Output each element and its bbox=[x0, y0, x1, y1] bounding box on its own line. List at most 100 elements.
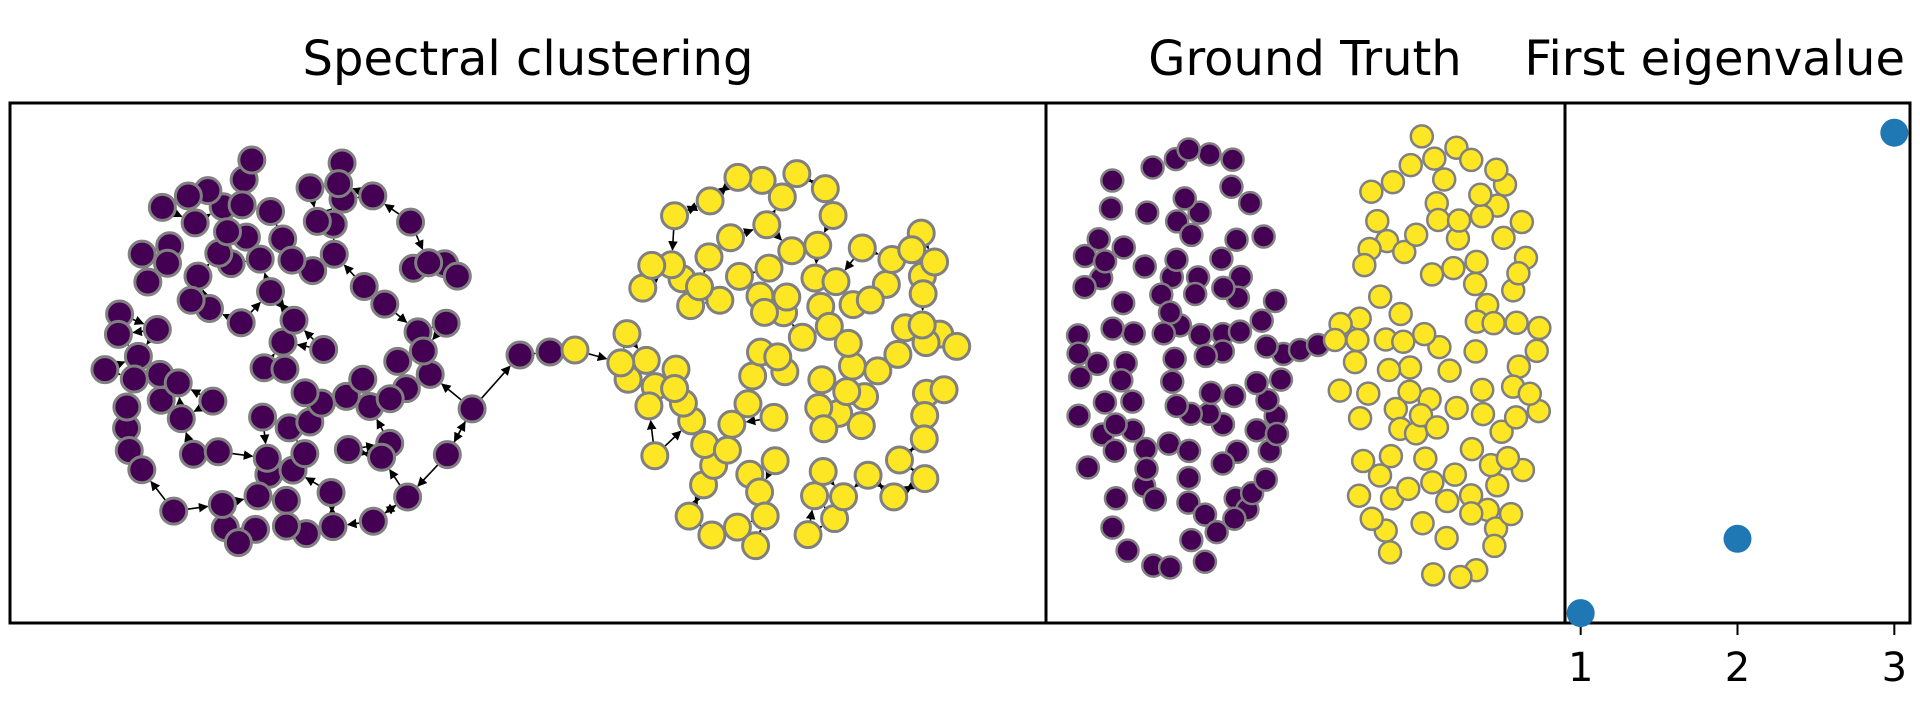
graph-node-cluster-1 bbox=[818, 200, 848, 230]
graph-node-cluster-1 bbox=[909, 424, 939, 454]
graph-node-cluster-0 bbox=[367, 442, 397, 472]
truth-node-cluster-0 bbox=[1156, 431, 1182, 456]
truth-node-cluster-1 bbox=[1359, 179, 1384, 205]
truth-node-cluster-0 bbox=[1092, 390, 1118, 415]
truth-node-cluster-0 bbox=[1253, 467, 1279, 492]
graph-node-cluster-0 bbox=[207, 489, 237, 519]
graph-node-cluster-0 bbox=[227, 190, 257, 220]
graph-edge bbox=[259, 429, 270, 445]
truth-node-cluster-0 bbox=[1075, 455, 1101, 480]
graph-node-cluster-0 bbox=[248, 402, 278, 432]
truth-node-cluster-1 bbox=[1464, 249, 1489, 275]
graph-node-cluster-1 bbox=[829, 482, 859, 512]
graph-edge bbox=[249, 301, 261, 314]
eigenvalue-point bbox=[1723, 524, 1752, 553]
truth-node-cluster-0 bbox=[1085, 351, 1110, 377]
truth-node-cluster-1 bbox=[1431, 167, 1457, 192]
graph-node-cluster-0 bbox=[90, 355, 120, 385]
graph-node-cluster-1 bbox=[910, 464, 940, 494]
graph-edge bbox=[646, 419, 657, 443]
graph-node-cluster-0 bbox=[309, 335, 339, 365]
graph-node-cluster-1 bbox=[884, 445, 914, 475]
graph-edge bbox=[742, 228, 754, 238]
truth-node-cluster-0 bbox=[1110, 290, 1136, 316]
graph-node-cluster-0 bbox=[119, 364, 149, 394]
truth-node-cluster-1 bbox=[1420, 470, 1445, 495]
graph-node-cluster-1 bbox=[908, 279, 938, 309]
graph-node-cluster-0 bbox=[147, 192, 177, 222]
graph-node-cluster-1 bbox=[754, 253, 784, 283]
graph-node-cluster-1 bbox=[741, 531, 771, 561]
graph-node-cluster-0 bbox=[226, 308, 256, 338]
truth-node-cluster-1 bbox=[1441, 255, 1466, 281]
truth-node-cluster-0 bbox=[1092, 249, 1118, 274]
x-tick-label: 3 bbox=[1882, 645, 1907, 691]
truth-node-cluster-0 bbox=[1193, 343, 1219, 369]
truth-node-cluster-1 bbox=[1495, 445, 1521, 471]
truth-node-cluster-0 bbox=[1134, 200, 1160, 225]
graph-node-cluster-1 bbox=[879, 482, 909, 512]
graph-node-cluster-0 bbox=[408, 336, 438, 366]
truth-node-cluster-1 bbox=[1485, 473, 1510, 498]
graph-edge bbox=[296, 341, 312, 352]
truth-node-cluster-0 bbox=[1102, 438, 1128, 463]
graph-node-cluster-1 bbox=[833, 328, 863, 358]
graph-node-cluster-0 bbox=[127, 239, 157, 269]
truth-node-cluster-0 bbox=[1237, 190, 1263, 216]
graph-node-cluster-0 bbox=[127, 455, 157, 485]
graph-node-cluster-1 bbox=[782, 159, 812, 189]
graph-node-cluster-1 bbox=[712, 435, 742, 465]
graph-edge bbox=[305, 476, 321, 487]
truth-node-cluster-0 bbox=[1220, 147, 1245, 172]
graph-node-cluster-1 bbox=[846, 411, 876, 441]
graph-edge bbox=[186, 502, 209, 513]
graph-node-cluster-1 bbox=[942, 331, 972, 361]
graph-node-cluster-1 bbox=[760, 446, 790, 476]
truth-node-cluster-0 bbox=[1249, 308, 1274, 333]
truth-node-cluster-1 bbox=[1396, 476, 1421, 502]
graph-node-cluster-0 bbox=[213, 217, 243, 247]
graph-edge bbox=[231, 450, 254, 460]
graph-node-cluster-1 bbox=[793, 520, 823, 550]
truth-node-cluster-1 bbox=[1527, 315, 1552, 341]
truth-node-cluster-0 bbox=[1162, 346, 1187, 372]
graph-node-cluster-1 bbox=[695, 186, 725, 216]
truth-node-cluster-1 bbox=[1365, 208, 1390, 234]
graph-edge bbox=[587, 351, 608, 362]
graph-node-cluster-0 bbox=[245, 244, 275, 274]
truth-node-cluster-1 bbox=[1481, 310, 1506, 336]
truth-node-cluster-1 bbox=[1397, 355, 1423, 380]
graph-node-cluster-0 bbox=[432, 440, 462, 470]
truth-node-cluster-1 bbox=[1422, 146, 1447, 171]
truth-node-cluster-0 bbox=[1179, 527, 1204, 553]
graph-node-cluster-1 bbox=[800, 481, 830, 511]
graph-node-cluster-0 bbox=[277, 245, 307, 275]
graph-node-cluster-1 bbox=[847, 233, 877, 263]
graph-edge bbox=[384, 203, 401, 216]
graph-node-cluster-1 bbox=[749, 297, 779, 327]
graph-node-cluster-0 bbox=[505, 340, 535, 370]
truth-node-cluster-1 bbox=[1411, 321, 1437, 347]
graph-edge bbox=[190, 389, 202, 399]
truth-node-cluster-1 bbox=[1482, 533, 1507, 559]
graph-node-cluster-0 bbox=[153, 248, 183, 278]
truth-node-cluster-0 bbox=[1086, 226, 1111, 252]
graph-node-cluster-0 bbox=[396, 207, 426, 237]
graph-edge bbox=[844, 257, 855, 271]
graph-node-cluster-1 bbox=[897, 235, 927, 265]
graph-node-cluster-0 bbox=[415, 359, 445, 389]
truth-node-cluster-1 bbox=[1367, 284, 1393, 309]
truth-node-cluster-0 bbox=[1072, 274, 1097, 300]
truth-node-cluster-0 bbox=[1103, 412, 1128, 437]
truth-node-cluster-0 bbox=[1221, 383, 1247, 409]
truth-node-cluster-1 bbox=[1468, 182, 1493, 207]
truth-node-cluster-0 bbox=[1209, 246, 1234, 271]
truth-node-cluster-1 bbox=[1388, 301, 1413, 327]
truth-node-cluster-1 bbox=[1459, 436, 1485, 462]
graph-node-cluster-1 bbox=[855, 285, 885, 315]
truth-node-cluster-0 bbox=[1219, 174, 1244, 199]
truth-node-cluster-0 bbox=[1198, 380, 1224, 406]
graph-node-cluster-0 bbox=[198, 386, 228, 416]
truth-node-cluster-0 bbox=[1210, 451, 1236, 476]
graph-node-cluster-1 bbox=[759, 402, 789, 432]
